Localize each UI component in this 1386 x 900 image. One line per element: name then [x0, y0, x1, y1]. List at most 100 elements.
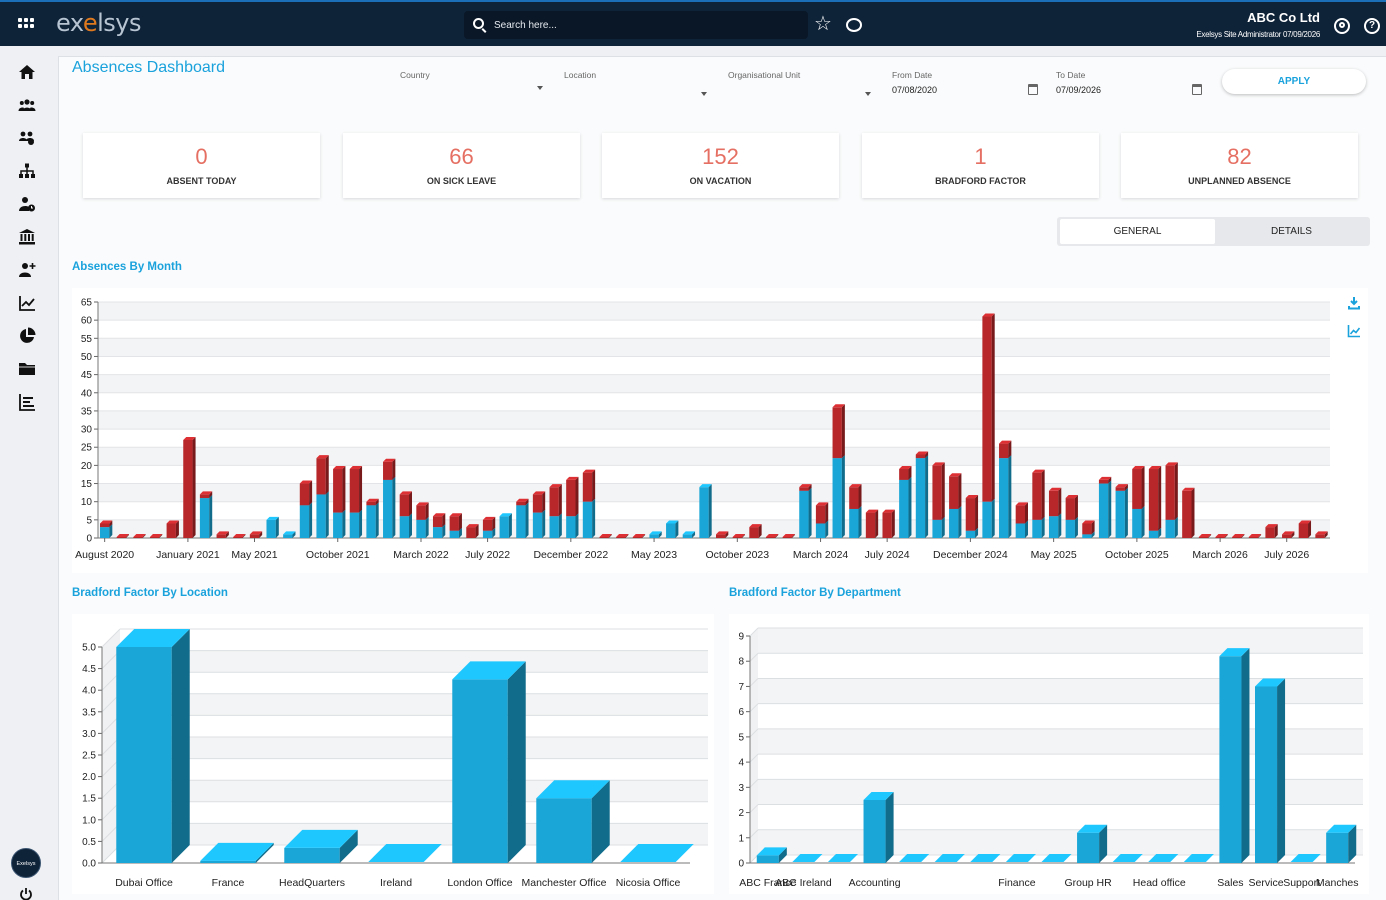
bar-top: [536, 780, 610, 799]
org-chart-icon[interactable]: [17, 162, 37, 180]
kpi-bradford-factor: 1 BRADFORD FACTOR: [862, 133, 1099, 198]
chart-type-icon[interactable]: [1347, 324, 1361, 338]
search-box[interactable]: [464, 11, 808, 39]
bar-lower-side: [592, 498, 596, 538]
bar-empty-top: [133, 534, 146, 537]
bar-lower-front: [100, 527, 110, 538]
bradford-by-location-title: Bradford Factor By Location: [72, 587, 228, 599]
grid-band: [98, 356, 1330, 375]
y-tick-label: 4.0: [82, 686, 96, 697]
bar-lower-front: [482, 530, 493, 538]
add-person-icon[interactable]: [17, 261, 37, 279]
person-clock-icon[interactable]: [17, 195, 37, 213]
chat-icon[interactable]: [846, 14, 862, 32]
top-bar: exelsys ☆ ABC Co Ltd Exelsys Site Admini…: [0, 0, 1386, 46]
bar-upper-front: [949, 476, 959, 509]
from-date-label: From Date: [892, 70, 933, 80]
chevron-down-icon[interactable]: [537, 86, 543, 90]
folder-icon[interactable]: [17, 360, 37, 378]
bar-upper-top: [1115, 484, 1128, 488]
y-tick-label: 20: [81, 461, 93, 472]
to-date-value[interactable]: 07/09/2026: [1056, 85, 1102, 95]
x-tick-label: HeadQuarters: [279, 877, 345, 889]
org-unit-filter[interactable]: Organisational Unit: [728, 70, 874, 100]
y-tick-label: 4: [738, 758, 744, 769]
line-chart-icon[interactable]: [17, 294, 37, 312]
to-date-filter[interactable]: To Date 07/09/2026: [1056, 70, 1204, 100]
list-chart-icon[interactable]: [17, 393, 37, 411]
y-tick-label: 3.5: [82, 707, 96, 718]
bar-empty-front: [632, 537, 643, 538]
bar-lower-front: [699, 487, 709, 538]
from-date-value[interactable]: 07/08/2020: [892, 85, 938, 95]
x-tick-label: Support: [1283, 877, 1320, 889]
bar-empty-top: [732, 534, 745, 537]
bar-lower-side: [542, 509, 546, 538]
y-tick-label: 60: [81, 316, 93, 327]
bar-upper-side: [1058, 487, 1062, 517]
help-icon[interactable]: ?: [1364, 18, 1380, 34]
power-icon[interactable]: [19, 887, 33, 900]
bar-lower-front: [849, 508, 859, 538]
bar-upper-top: [299, 480, 313, 484]
bar-empty-front: [116, 537, 126, 538]
bar-upper-side: [575, 476, 579, 517]
bar-lower-front: [666, 523, 676, 538]
y-tick-label: 5: [86, 515, 92, 526]
bank-icon[interactable]: [17, 228, 37, 246]
bar-lower-front: [333, 512, 343, 538]
avatar[interactable]: Exelsys: [11, 848, 41, 878]
x-tick-label: France: [212, 877, 245, 889]
apps-grid-icon[interactable]: [18, 18, 34, 30]
chevron-down-icon[interactable]: [701, 92, 707, 96]
search-input[interactable]: [494, 11, 794, 39]
bar-upper-side: [925, 451, 929, 459]
chevron-down-icon[interactable]: [865, 92, 871, 96]
bar-upper-side: [492, 516, 496, 531]
grid-line: [749, 627, 759, 637]
bar-upper-side: [1141, 466, 1145, 509]
bar-lower-side: [958, 505, 962, 538]
bar-upper-front: [849, 487, 859, 509]
bar-empty-top: [149, 534, 163, 537]
bar-upper-top: [1015, 502, 1028, 506]
team-icon[interactable]: [17, 96, 37, 114]
groups-icon[interactable]: [17, 129, 37, 147]
grid-band: [98, 320, 1330, 339]
bar-lower-side: [658, 531, 662, 538]
country-filter[interactable]: Country: [400, 70, 546, 100]
calendar-icon[interactable]: [1192, 84, 1202, 95]
bar-top: [1290, 854, 1321, 862]
tab-details[interactable]: DETAILS: [1271, 226, 1312, 237]
bar-upper-side: [225, 531, 229, 538]
bar-lower-front: [283, 534, 293, 538]
star-icon[interactable]: ☆: [814, 13, 832, 35]
exelsys-logo[interactable]: exelsys: [56, 9, 141, 37]
bar-lower-front: [383, 479, 393, 538]
location-filter[interactable]: Location: [564, 70, 710, 100]
bradford-by-location-svg: 0.0 0.5 1.0 1.5 2.0 2.5 3.0 3.5 4.0 4.5 5.0 Dubai O…: [82, 628, 708, 889]
apply-button[interactable]: APPLY: [1222, 69, 1366, 94]
x-tick-label: London Office: [447, 877, 512, 889]
bar-upper-side: [725, 531, 729, 538]
tab-general[interactable]: GENERAL: [1060, 219, 1215, 244]
download-icon[interactable]: [1347, 296, 1361, 310]
bar-lower-side: [708, 484, 712, 538]
bar-front: [1077, 832, 1100, 863]
account-icon[interactable]: [1334, 18, 1350, 34]
kpi-value: 152: [702, 144, 739, 169]
bar-upper-top: [1098, 476, 1112, 480]
pie-chart-icon[interactable]: [17, 327, 37, 345]
bar-lower-top: [699, 484, 712, 488]
calendar-icon[interactable]: [1028, 84, 1038, 95]
bar-top: [934, 854, 965, 862]
x-tick-label: October 2021: [306, 549, 370, 561]
view-tabs: GENERAL DETAILS: [1057, 217, 1370, 246]
bar-upper-front: [1065, 498, 1075, 520]
bar-upper-front: [832, 407, 842, 459]
bar-upper-side: [259, 531, 263, 538]
bar-lower-front: [1032, 519, 1042, 538]
home-icon[interactable]: [17, 63, 37, 81]
from-date-filter[interactable]: From Date 07/08/2020: [892, 70, 1040, 100]
bar-upper-front: [1315, 534, 1325, 538]
